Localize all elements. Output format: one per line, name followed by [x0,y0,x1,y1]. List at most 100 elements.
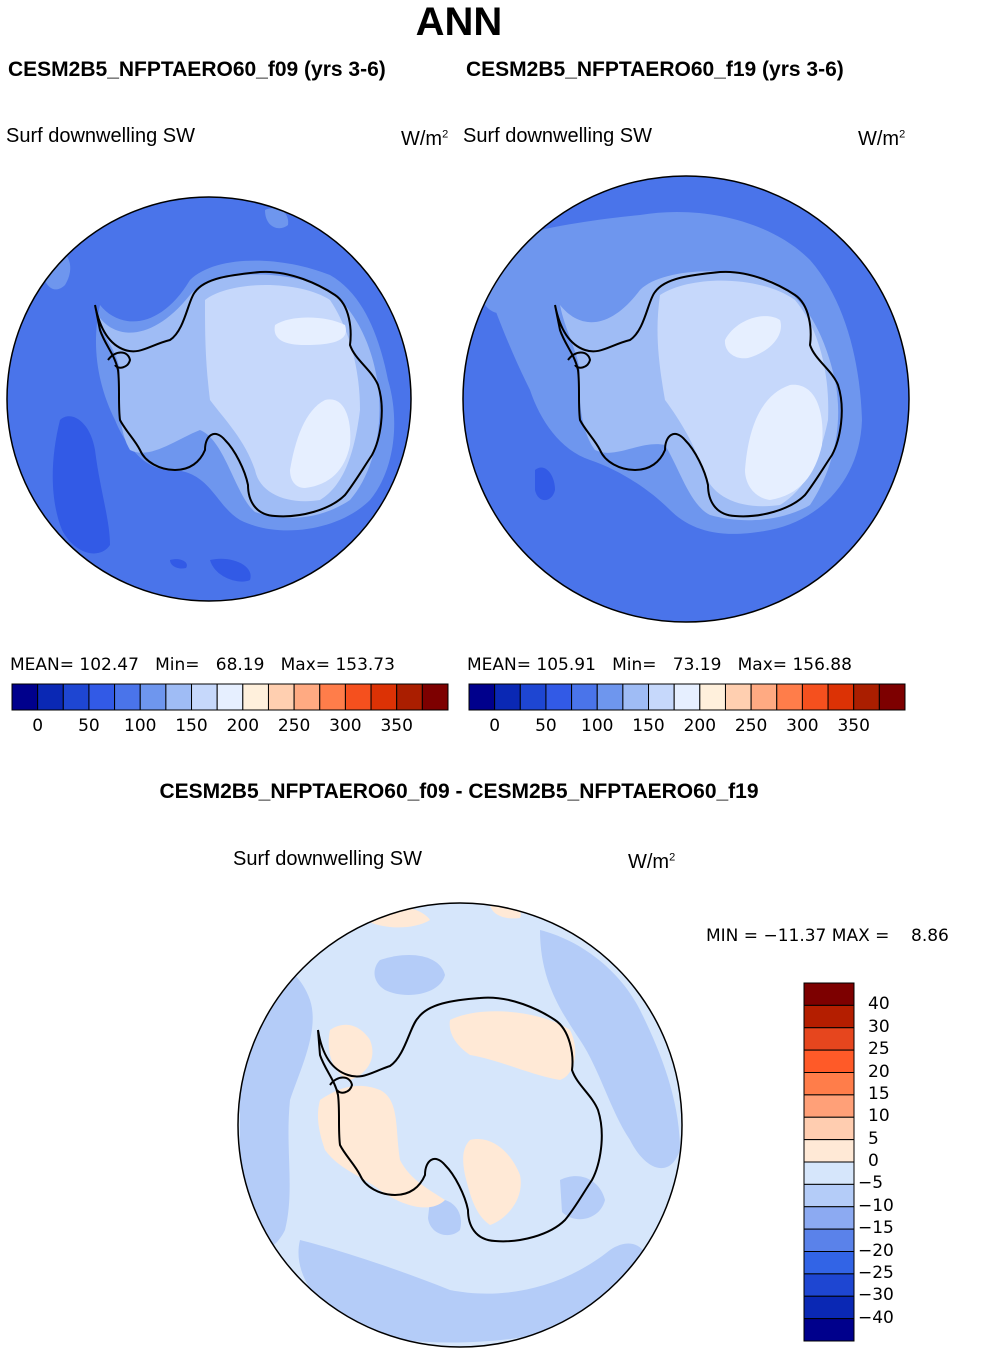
diff-stats: MIN = −11.37 MAX = 8.86 [706,926,949,946]
dark-patch [170,559,187,569]
map-border [462,175,910,623]
colorbar-tick-label: −30 [858,1285,894,1306]
positive-patch [328,1024,373,1080]
colorbar-tick-label: 0 [32,716,44,736]
colorbar-tick-label: −40 [858,1307,894,1328]
colorbar-tick-label: 350 [837,716,870,736]
negative-patch [428,1199,461,1236]
colorbar-swatch [803,1228,855,1252]
plateau-high-2 [724,316,781,359]
colorbar-tick-label: 0 [489,716,501,736]
colorbar-swatch [801,683,829,711]
colorbar-swatch [319,683,346,711]
colorbar-swatch [803,1206,855,1230]
colorbar-swatch [803,1116,855,1141]
coastline [554,270,843,518]
colorbar-swatch [803,1295,855,1320]
colorbar-swatch [803,1273,855,1297]
right-colorbar-ticks: 0 50 100 150 200 250 300 350 [469,716,905,738]
positive-patch [463,1139,521,1225]
colorbar-swatch [853,683,880,711]
colorbar-swatch [776,683,803,711]
colorbar-swatch [803,1251,855,1275]
colorbar-swatch [545,683,573,711]
diff-units-label: W/m2 [628,851,676,873]
colorbar-swatch [803,982,855,1006]
colorbar-swatch [11,683,39,711]
colorbar-tick-label: 50 [535,716,557,736]
colorbar-tick-label: 250 [277,716,311,736]
colorbar-swatch [803,1139,855,1163]
right-run-title: CESM2B5_NFPTAERO60_f19 (yrs 3-6) [466,58,844,81]
map-border [6,196,412,602]
colorbar-swatch [139,683,167,711]
dark-patch [210,558,251,582]
colorbar-tick-label: 30 [868,1016,890,1037]
colorbar-swatch [699,683,726,711]
colorbar-tick-label: 250 [734,716,768,736]
colorbar-tick-label: 300 [329,716,362,736]
colorbar-swatch [750,683,778,711]
left-variable-label: Surf downwelling SW [6,125,195,147]
colorbar-swatch [62,683,90,711]
left-colorbar-ticks: 0 50 100 150 200 250 300 350 [12,716,448,738]
colorbar-swatch [421,683,449,711]
colorbar-swatch [165,683,193,711]
positive-patch [317,1085,445,1208]
colorbar-tick-label: −5 [858,1173,884,1194]
plateau-high [745,384,823,500]
colorbar-swatch [242,683,269,711]
negative-patch [374,955,445,995]
left-colorbar [11,683,449,711]
negative-patch [560,1176,605,1220]
diff-title: CESM2B5_NFPTAERO60_f09 - CESM2B5_NFPTAER… [159,780,759,803]
colorbar-tick-label: 100 [124,716,157,736]
colorbar-tick-label: 15 [868,1083,890,1104]
colorbar-tick-label: 150 [632,716,665,736]
right-colorbar [468,683,906,711]
colorbar-swatch [803,1004,855,1029]
colorbar-swatch [370,683,398,711]
plateau-high-2 [274,317,346,345]
colorbar-tick-label: 350 [380,716,413,736]
diff-variable-label: Surf downwelling SW [233,848,422,870]
colorbar-tick-label: −25 [858,1262,894,1283]
colorbar-tick-label: 40 [868,994,890,1015]
colorbar-swatch [878,683,906,711]
map-border [237,902,683,1348]
colorbar-swatch [88,683,116,711]
colorbar-swatch [803,1072,855,1096]
colorbar-swatch [803,1161,855,1185]
colorbar-tick-label: 200 [226,716,260,736]
colorbar-swatch [648,683,675,711]
right-variable-label: Surf downwelling SW [463,125,652,147]
right-stats: MEAN= 105.91 Min= 73.19 Max= 156.88 [467,655,852,675]
colorbar-tick-label: 5 [868,1128,879,1149]
colorbar-swatch [803,1027,855,1051]
dark-patch [535,467,555,501]
positive-patch [449,1011,576,1080]
colorbar-swatch [622,683,650,711]
diff-colorbar-ticks: 40 30 25 20 15 10 5 0 −5 −10 −15 −20 −25 −30 −40 [858,982,950,1342]
dark-patch [52,416,110,554]
left-run-title: CESM2B5_NFPTAERO60_f09 (yrs 3-6) [8,58,386,81]
diff-colorbar [803,982,855,1342]
colorbar-tick-label: 300 [786,716,819,736]
colorbar-tick-label: 20 [868,1061,890,1082]
coastline [107,351,132,369]
colorbar-tick-label: 150 [175,716,208,736]
colorbar-swatch [803,1049,855,1073]
colorbar-swatch [803,1094,855,1118]
season-title: ANN [415,0,503,44]
ocean-lighter-patch [265,208,289,229]
negative-patch [540,930,680,1169]
coastline [567,351,592,369]
colorbar-swatch [396,683,423,711]
colorbar-tick-label: −20 [858,1240,894,1261]
colorbar-tick-label: 0 [868,1151,879,1171]
left-stats: MEAN= 102.47 Min= 68.19 Max= 153.73 [10,655,395,675]
colorbar-swatch [293,683,321,711]
colorbar-swatch [596,683,624,711]
